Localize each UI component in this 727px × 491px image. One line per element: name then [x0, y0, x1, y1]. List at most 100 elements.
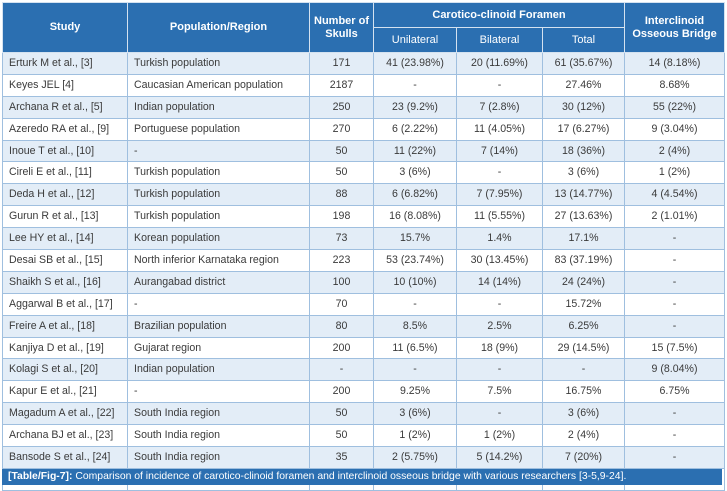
cell-unilateral: 11 (22%) — [373, 139, 457, 163]
cell-bilateral: 7 (7.95%) — [456, 183, 543, 207]
cell-bridge: - — [624, 402, 726, 426]
cell-bridge: - — [624, 424, 726, 448]
caption-label: [Table/Fig-7]: — [8, 471, 73, 482]
cell-unilateral: 16 (8.08%) — [373, 205, 457, 229]
cell-skulls: 171 — [309, 52, 374, 75]
cell-total: 13 (14.77%) — [541, 183, 626, 207]
cell-total: 7 (20%) — [541, 446, 626, 469]
cell-unilateral: 41 (23.98%) — [373, 52, 457, 75]
cell-bilateral: 5 (14.2%) — [456, 446, 543, 469]
cell-bridge: 8.68% — [624, 73, 726, 97]
cell-bridge: 55 (22%) — [624, 95, 726, 119]
cell-bilateral: - — [456, 161, 543, 185]
cell-bilateral: 11 (5.55%) — [456, 205, 543, 229]
table-caption: [Table/Fig-7]: Comparison of incidence o… — [2, 469, 722, 485]
cell-bilateral: 1 (2%) — [456, 424, 543, 448]
cell-study: Freire A et al., [18] — [2, 314, 128, 338]
cell-population: Korean population — [127, 227, 310, 251]
cell-study: Bansode S et al., [24] — [2, 446, 128, 469]
header-bridge: Interclinoid Osseous Bridge — [624, 2, 726, 53]
cell-study: Inoue T et al., [10] — [2, 139, 128, 163]
cell-study: Azeredo RA et al., [9] — [2, 117, 128, 141]
cell-bridge: 9 (3.04%) — [624, 117, 726, 141]
header-bilateral: Bilateral — [456, 27, 543, 53]
cell-skulls: 50 — [309, 161, 374, 185]
cell-total: - — [541, 358, 626, 382]
cell-total: 16.75% — [541, 380, 626, 404]
cell-population: Turkish population — [127, 205, 310, 229]
table-row: Inoue T et al., [10] -50 11 (22%) 7 (14%) 18… — [2, 139, 726, 163]
table-row: Bansode S et al., [24] South India region… — [2, 446, 726, 469]
cell-study: Cireli E et al., [11] — [2, 161, 128, 185]
cell-bridge: 4 (4.54%) — [624, 183, 726, 207]
cell-total: 3 (6%) — [541, 161, 626, 185]
cell-unilateral: 53 (23.74%) — [373, 249, 457, 272]
cell-study: Erturk M et al., [3] — [2, 52, 128, 75]
cell-bilateral: - — [456, 292, 543, 316]
cell-bridge: 2 (4%) — [624, 139, 726, 163]
cell-study: Deda H et al., [12] — [2, 183, 128, 207]
cell-skulls: 200 — [309, 336, 374, 360]
cell-total: 30 (12%) — [541, 95, 626, 119]
cell-total: 24 (24%) — [541, 270, 626, 294]
table-row: Magadum A et al., [22] South India region… — [2, 402, 726, 426]
table-row: Kanjiya D et al., [19] Gujarat region 200 1… — [2, 336, 726, 360]
cell-population: Turkish population — [127, 52, 310, 75]
table-row: Deda H et al., [12] Turkish population 88 6… — [2, 183, 726, 207]
cell-unilateral: 11 (6.5%) — [373, 336, 457, 360]
table-row: Freire A et al., [18] Brazilian populatio… — [2, 314, 726, 338]
cell-bridge: 1 (2%) — [624, 161, 726, 185]
table-header: Study Population/Region Number of Skulls… — [2, 2, 726, 53]
cell-skulls: 73 — [309, 227, 374, 251]
table-row: Aggarwal B et al., [17] -70- -15.72% - — [2, 292, 726, 316]
table-row: Kolagi S et al., [20] Indian population - -… — [2, 358, 726, 382]
table-row: Archana BJ et al., [23] South India regio… — [2, 424, 726, 448]
header-study: Study — [2, 2, 128, 53]
header-foramen-group: Carotico-clinoid Foramen — [372, 2, 626, 28]
cell-study: Magadum A et al., [22] — [2, 402, 128, 426]
table-row: Kapur E et al., [21] -200 9.25% 7.5% 16.75% 6… — [2, 380, 726, 404]
cell-bridge: - — [624, 270, 726, 294]
cell-total: 29 (14.5%) — [541, 336, 626, 360]
cell-total: 27.46% — [541, 73, 626, 97]
cell-bilateral: 7.5% — [456, 380, 543, 404]
cell-total: 17.1% — [541, 227, 626, 251]
cell-study: Aggarwal B et al., [17] — [2, 292, 128, 316]
cell-skulls: 250 — [309, 95, 374, 119]
header-skulls: Number of Skulls — [309, 2, 374, 53]
cell-bilateral: - — [456, 358, 543, 382]
cell-unilateral: 3 (6%) — [373, 402, 457, 426]
cell-bilateral: 14 (14%) — [456, 270, 543, 294]
cell-study: Shaikh S et al., [16] — [2, 270, 128, 294]
table-row: Keyes JEL [4] Caucasian American populati… — [2, 73, 726, 97]
cell-total: 6.25% — [541, 314, 626, 338]
cell-population: - — [127, 292, 310, 316]
cell-bridge: 2 (1.01%) — [624, 205, 726, 229]
cell-unilateral: 15.7% — [373, 227, 457, 251]
cell-bridge: 14 (8.18%) — [624, 52, 726, 75]
header-unilateral: Unilateral — [373, 27, 457, 53]
cell-bilateral: 11 (4.05%) — [456, 117, 543, 141]
cell-population: - — [127, 139, 310, 163]
cell-bridge: - — [624, 446, 726, 469]
cell-population: Turkish population — [127, 183, 310, 207]
cell-population: - — [127, 380, 310, 404]
cell-skulls: 200 — [309, 380, 374, 404]
cell-skulls: 2187 — [309, 73, 374, 97]
cell-unilateral: 1 (2%) — [373, 424, 457, 448]
table-row: Shaikh S et al., [16] Aurangabad district… — [2, 270, 726, 294]
cell-study: Desai SB et al., [15] — [2, 249, 128, 272]
cell-population: Aurangabad district — [127, 270, 310, 294]
cell-population: Indian population — [127, 358, 310, 382]
cell-total: 2 (4%) — [541, 424, 626, 448]
header-population: Population/Region — [127, 2, 310, 53]
header-total: Total — [541, 27, 626, 53]
cell-unilateral: - — [373, 358, 457, 382]
table-row: Azeredo RA et al., [9] Portuguese populat… — [2, 117, 726, 141]
cell-bridge: - — [624, 249, 726, 272]
cell-skulls: 50 — [309, 424, 374, 448]
table-row: Cireli E et al., [11] Turkish population 5… — [2, 161, 726, 185]
table-row: Desai SB et al., [15] North inferior Karn… — [2, 249, 726, 272]
table-row: Archana R et al., [5] Indian population 25… — [2, 95, 726, 119]
